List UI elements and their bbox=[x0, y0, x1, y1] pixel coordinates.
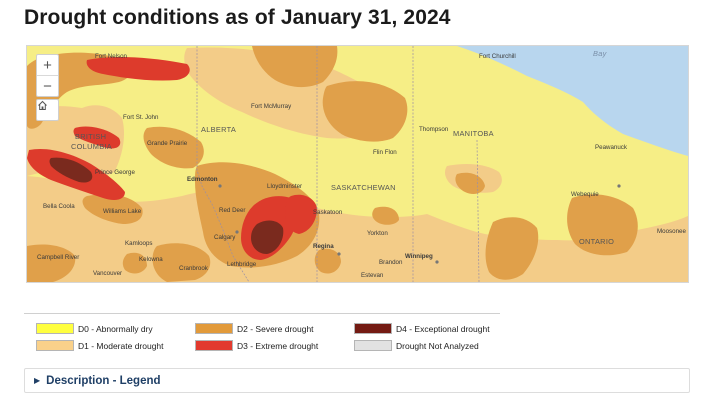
d2-region bbox=[567, 194, 638, 256]
d2-region bbox=[122, 252, 147, 274]
legend-swatch bbox=[195, 323, 233, 334]
legend-label: D1 - Moderate drought bbox=[78, 340, 164, 351]
city-brandon: Brandon bbox=[379, 259, 403, 266]
drought-map-canvas[interactable]: BRITISH COLUMBIA ALBERTA SASKATCHEWAN MA… bbox=[27, 46, 688, 282]
zoom-controls: + − bbox=[36, 54, 59, 97]
city-vancouver: Vancouver bbox=[93, 270, 122, 277]
city-kamloops: Kamloops bbox=[125, 240, 153, 247]
description-legend-label: Description - Legend bbox=[46, 374, 161, 387]
legend-item-d4: D4 - Exceptional drought bbox=[354, 323, 490, 334]
label-bay: Bay bbox=[593, 49, 608, 58]
city-lethbridge: Lethbridge bbox=[227, 261, 257, 268]
d2-region bbox=[485, 217, 539, 280]
legend-item-d2: D2 - Severe drought bbox=[195, 323, 314, 334]
d2-region bbox=[322, 81, 408, 142]
d2-region bbox=[372, 206, 399, 225]
city-moosonee: Moosonee bbox=[657, 228, 686, 235]
city-fort-churchill: Fort Churchill bbox=[479, 53, 516, 60]
legend-item-not-analyzed: Drought Not Analyzed bbox=[354, 340, 479, 351]
d2-region bbox=[455, 172, 485, 194]
province-boundaries bbox=[196, 46, 480, 282]
city-grande-prairie: Grande Prairie bbox=[147, 140, 188, 147]
city-edmonton: Edmonton bbox=[187, 176, 218, 183]
city-prince-george: Prince George bbox=[95, 169, 135, 176]
label-british: BRITISH bbox=[75, 132, 106, 141]
d3-region bbox=[285, 194, 317, 234]
city-thompson: Thompson bbox=[419, 126, 449, 133]
city-campbell-river: Campbell River bbox=[37, 254, 79, 261]
city-yorkton: Yorkton bbox=[367, 230, 388, 237]
legend-swatch bbox=[36, 340, 74, 351]
expand-arrow-icon: ▶ bbox=[34, 376, 41, 385]
d4-region bbox=[49, 157, 93, 183]
d2-region bbox=[27, 244, 76, 282]
page-title: Drought conditions as of January 31, 202… bbox=[24, 6, 451, 29]
legend: D0 - Abnormally dry D1 - Moderate drough… bbox=[24, 313, 500, 358]
legend-swatch bbox=[195, 340, 233, 351]
city-fort-st-john: Fort St. John bbox=[123, 114, 159, 121]
hudson-bay-water bbox=[457, 46, 688, 156]
home-button[interactable] bbox=[36, 99, 59, 121]
city-lloydminster: Lloydminster bbox=[267, 183, 302, 190]
description-legend-toggle[interactable]: ▶ Description - Legend bbox=[24, 368, 690, 393]
home-icon bbox=[38, 100, 47, 110]
label-ontario: ONTARIO bbox=[579, 237, 614, 246]
city-peawanuck: Peawanuck bbox=[595, 144, 628, 151]
city-webequie: Webequie bbox=[571, 191, 599, 198]
label-saskatchewan: SASKATCHEWAN bbox=[331, 183, 396, 192]
legend-swatch bbox=[354, 340, 392, 351]
zoom-in-button[interactable]: + bbox=[43, 56, 52, 74]
city-red-deer: Red Deer bbox=[219, 207, 245, 214]
legend-swatch bbox=[354, 323, 392, 334]
city-winnipeg: Winnipeg bbox=[405, 253, 433, 260]
legend-label: D4 - Exceptional drought bbox=[396, 323, 490, 334]
city-regina: Regina bbox=[313, 243, 334, 250]
label-manitoba: MANITOBA bbox=[453, 129, 494, 138]
legend-label: Drought Not Analyzed bbox=[396, 340, 479, 351]
city-cranbrook: Cranbrook bbox=[179, 265, 209, 272]
drought-map[interactable]: BRITISH COLUMBIA ALBERTA SASKATCHEWAN MA… bbox=[26, 45, 689, 283]
city-fort-nelson: Fort Nelson bbox=[95, 53, 128, 60]
d2-region bbox=[152, 243, 211, 282]
city-saskatoon: Saskatoon bbox=[313, 209, 343, 216]
legend-item-d1: D1 - Moderate drought bbox=[36, 340, 164, 351]
legend-swatch bbox=[36, 323, 74, 334]
d2-region bbox=[82, 194, 143, 224]
city-kelowna: Kelowna bbox=[139, 256, 163, 263]
city-bella-coola: Bella Coola bbox=[43, 203, 75, 210]
d3-region bbox=[86, 57, 190, 81]
legend-item-d3: D3 - Extreme drought bbox=[195, 340, 318, 351]
d2-region bbox=[143, 126, 204, 169]
d3-region bbox=[73, 126, 121, 149]
legend-label: D0 - Abnormally dry bbox=[78, 323, 153, 334]
city-flin-flon: Flin Flon bbox=[373, 149, 397, 156]
city-williams-lake: Williams Lake bbox=[103, 208, 142, 215]
zoom-out-button[interactable]: − bbox=[37, 75, 58, 96]
legend-label: D2 - Severe drought bbox=[237, 323, 314, 334]
city-dots bbox=[218, 184, 621, 264]
d2-region bbox=[252, 46, 338, 88]
city-calgary: Calgary bbox=[214, 234, 236, 241]
city-fort-mcmurray: Fort McMurray bbox=[251, 103, 292, 110]
legend-label: D3 - Extreme drought bbox=[237, 340, 319, 351]
city-estevan: Estevan bbox=[361, 272, 384, 279]
label-alberta: ALBERTA bbox=[201, 125, 236, 134]
d4-region bbox=[251, 220, 284, 254]
d2-region bbox=[314, 248, 341, 274]
label-columbia: COLUMBIA bbox=[71, 142, 112, 151]
legend-item-d0: D0 - Abnormally dry bbox=[36, 323, 153, 334]
